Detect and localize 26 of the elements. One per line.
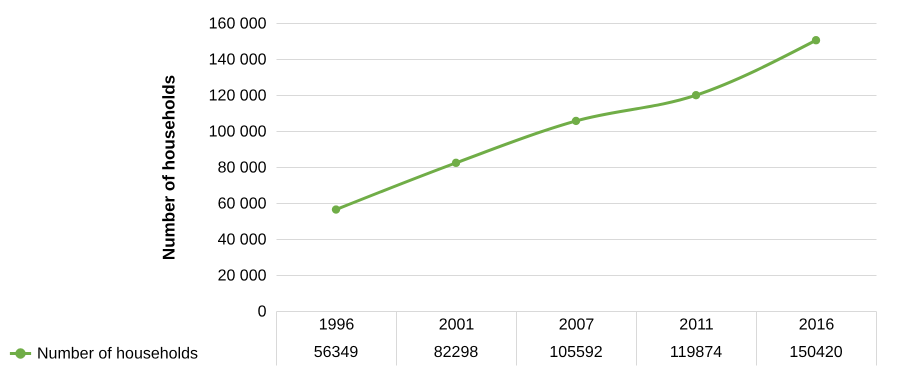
y-axis-title: Number of households: [160, 74, 179, 260]
x-tick-label: 2011: [679, 316, 714, 334]
x-tick-label: 2007: [558, 316, 594, 334]
data-label: 150420: [789, 344, 843, 361]
y-tick-label: 0: [258, 304, 267, 320]
y-tick-label: 80 000: [218, 160, 267, 176]
legend-label: Number of households: [37, 346, 198, 362]
y-tick-label: 20 000: [218, 268, 267, 284]
point: [812, 36, 820, 44]
x-tick-label: 1996: [318, 316, 354, 334]
x-tick-label: 2001: [438, 316, 474, 334]
y-tick-label: 100 000: [208, 124, 267, 140]
y-tick-label: 40 000: [218, 232, 267, 248]
x-tick-label: 2016: [798, 316, 834, 334]
point: [692, 91, 700, 100]
y-tick-label: 160 000: [208, 16, 267, 32]
data-label: 105592: [549, 344, 603, 361]
y-tick-label: 140 000: [208, 52, 267, 68]
point: [332, 205, 340, 214]
data-label: 82298: [434, 344, 478, 361]
point: [572, 116, 580, 126]
point: [452, 158, 460, 168]
data-label: 56349: [314, 344, 358, 361]
y-tick-label: 60 000: [218, 196, 267, 212]
data-label: 119874: [670, 344, 722, 361]
y-tick-label: 120 000: [208, 88, 267, 104]
